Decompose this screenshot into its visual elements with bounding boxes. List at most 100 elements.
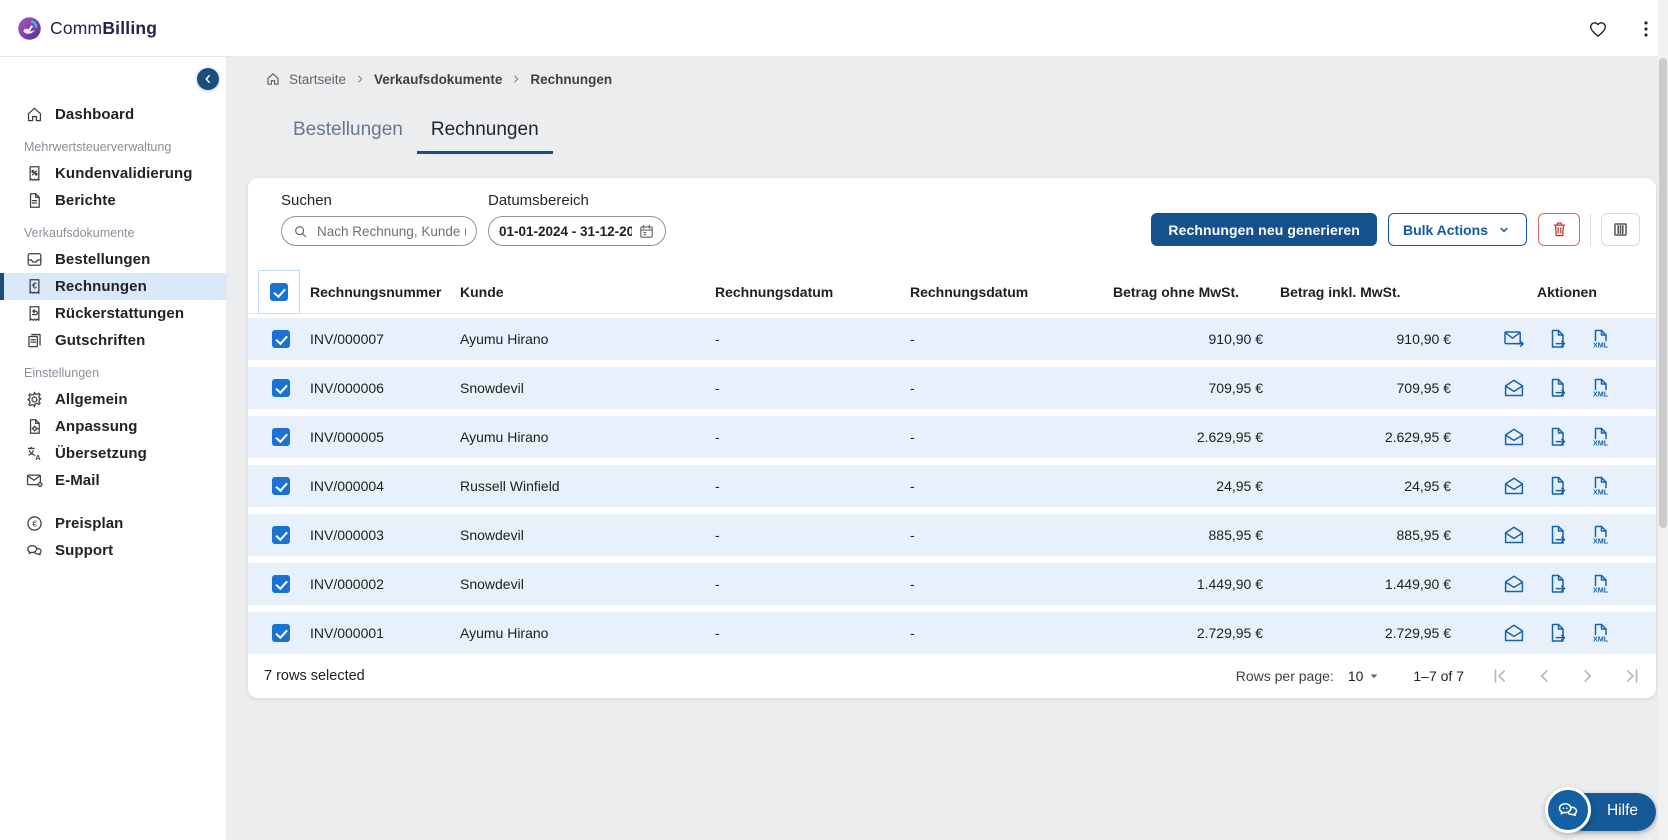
cell-customer: Russell Winfield bbox=[448, 478, 703, 494]
tabs: BestellungenRechnungen bbox=[279, 119, 553, 154]
cell-invoice-date-2: - bbox=[898, 527, 1103, 543]
breadcrumb-item-verkaufsdokumente[interactable]: Verkaufsdokumente bbox=[374, 72, 502, 87]
receipt-euro-icon: € bbox=[25, 277, 44, 296]
row-checkbox[interactable] bbox=[272, 428, 290, 446]
row-checkbox[interactable] bbox=[272, 330, 290, 348]
next-page-button[interactable] bbox=[1576, 664, 1600, 688]
download-xml-button[interactable]: XML bbox=[1588, 474, 1612, 498]
export-document-button[interactable] bbox=[1545, 474, 1569, 498]
send-mail-button[interactable] bbox=[1502, 621, 1526, 645]
cell-amount-gross: 2.729,95 € bbox=[1270, 625, 1458, 641]
export-document-button[interactable] bbox=[1545, 425, 1569, 449]
chevron-right-icon bbox=[354, 73, 366, 85]
cell-amount-net: 2.629,95 € bbox=[1103, 429, 1270, 445]
sidebar-item-e-mail[interactable]: E-Mail bbox=[0, 467, 226, 494]
page-scrollbar[interactable] bbox=[1658, 0, 1668, 840]
export-document-button[interactable] bbox=[1545, 523, 1569, 547]
row-checkbox[interactable] bbox=[272, 624, 290, 642]
regenerate-invoices-button[interactable]: Rechnungen neu generieren bbox=[1151, 213, 1377, 246]
sidebar-item-bestellungen[interactable]: Bestellungen bbox=[0, 246, 226, 273]
sidebar-item-anpassung[interactable]: Anpassung bbox=[0, 413, 226, 440]
manage-columns-button[interactable] bbox=[1601, 213, 1640, 246]
rows-per-page-select[interactable]: 10 bbox=[1348, 667, 1384, 685]
help-button[interactable]: Hilfe bbox=[1545, 791, 1656, 831]
bulk-actions-button[interactable]: Bulk Actions bbox=[1388, 213, 1527, 246]
send-mail-button[interactable] bbox=[1502, 327, 1526, 351]
first-page-button[interactable] bbox=[1488, 664, 1512, 688]
favorites-button[interactable] bbox=[1584, 15, 1612, 43]
row-checkbox[interactable] bbox=[272, 379, 290, 397]
export-document-button[interactable] bbox=[1545, 572, 1569, 596]
sidebar-item-allgemein[interactable]: Allgemein bbox=[0, 386, 226, 413]
row-checkbox[interactable] bbox=[272, 526, 290, 544]
toolbar-divider bbox=[1590, 214, 1591, 246]
breadcrumb-item-rechnungen[interactable]: Rechnungen bbox=[530, 72, 612, 87]
export-document-button[interactable] bbox=[1545, 621, 1569, 645]
xml-download-icon: XML bbox=[1588, 621, 1612, 645]
breadcrumb-separator bbox=[510, 73, 522, 85]
cell-amount-gross: 910,90 € bbox=[1270, 331, 1458, 347]
previous-page-button[interactable] bbox=[1532, 664, 1556, 688]
breadcrumb-item-startseite[interactable]: Startseite bbox=[289, 72, 346, 87]
download-xml-button[interactable]: XML bbox=[1588, 572, 1612, 596]
help-chat-icon-circle bbox=[1545, 787, 1591, 833]
send-mail-button[interactable] bbox=[1502, 425, 1526, 449]
download-xml-button[interactable]: XML bbox=[1588, 327, 1612, 351]
row-checkbox[interactable] bbox=[272, 575, 290, 593]
translate-icon: A bbox=[25, 444, 44, 463]
sidebar-item-rechnungen[interactable]: €Rechnungen bbox=[0, 273, 226, 300]
more-menu-button[interactable] bbox=[1632, 15, 1660, 43]
tab-bestellungen[interactable]: Bestellungen bbox=[279, 119, 417, 154]
send-mail-button[interactable] bbox=[1502, 523, 1526, 547]
search-input-control[interactable] bbox=[317, 224, 466, 239]
row-checkbox[interactable] bbox=[272, 477, 290, 495]
select-all-checkbox[interactable] bbox=[270, 283, 288, 301]
date-range-input-control[interactable] bbox=[499, 224, 632, 239]
cell-invoice-date-2: - bbox=[898, 478, 1103, 494]
sidebar-item-label: Übersetzung bbox=[55, 445, 147, 462]
column-header-amount-net[interactable]: Betrag ohne MwSt. bbox=[1103, 284, 1270, 300]
sidebar-item-gutschriften[interactable]: Gutschriften bbox=[0, 327, 226, 354]
send-mail-button[interactable] bbox=[1502, 572, 1526, 596]
send-mail-button[interactable] bbox=[1502, 474, 1526, 498]
table-footer: 7 rows selected Rows per page: 10 1–7 of… bbox=[248, 654, 1656, 698]
download-xml-button[interactable]: XML bbox=[1588, 425, 1612, 449]
sidebar-item-label: Allgemein bbox=[55, 391, 128, 408]
date-range-input[interactable] bbox=[488, 216, 666, 246]
scrollbar-thumb[interactable] bbox=[1659, 58, 1667, 528]
sidebar-item-berichte[interactable]: Berichte bbox=[0, 187, 226, 214]
sidebar-item-dashboard[interactable]: Dashboard bbox=[0, 101, 226, 128]
download-xml-button[interactable]: XML bbox=[1588, 621, 1612, 645]
column-header-invoice-date[interactable]: Rechnungsdatum bbox=[703, 284, 898, 300]
svg-text:XML: XML bbox=[1593, 585, 1609, 594]
delete-selected-button[interactable] bbox=[1538, 213, 1580, 246]
heart-icon bbox=[1587, 18, 1609, 40]
brand-logo[interactable]: CommBilling bbox=[16, 15, 157, 42]
download-xml-button[interactable]: XML bbox=[1588, 523, 1612, 547]
send-mail-button[interactable] bbox=[1502, 376, 1526, 400]
sidebar-collapse-button[interactable] bbox=[197, 68, 219, 90]
filter-bar: Suchen Datumsbereich Rechnun bbox=[281, 192, 1640, 246]
sidebar-item-label: Rückerstattungen bbox=[55, 305, 184, 322]
sidebar-item-uebersetzung[interactable]: A Übersetzung bbox=[0, 440, 226, 467]
last-page-button[interactable] bbox=[1620, 664, 1644, 688]
column-header-invoice-number[interactable]: Rechnungsnummer bbox=[300, 284, 448, 300]
sidebar-item-rueckerstattungen[interactable]: Rückerstattungen bbox=[0, 300, 226, 327]
export-document-button[interactable] bbox=[1545, 376, 1569, 400]
search-input[interactable] bbox=[281, 216, 477, 246]
mail-open-icon bbox=[1502, 425, 1526, 449]
svg-text:XML: XML bbox=[1593, 438, 1609, 447]
column-header-invoice-date-2[interactable]: Rechnungsdatum bbox=[898, 284, 1103, 300]
svg-text:€: € bbox=[32, 281, 37, 291]
column-header-customer[interactable]: Kunde bbox=[448, 284, 703, 300]
cell-amount-net: 24,95 € bbox=[1103, 478, 1270, 494]
sidebar-item-preisplan[interactable]: €Preisplan bbox=[0, 510, 226, 537]
cell-invoice-date: - bbox=[703, 527, 898, 543]
sidebar-item-support[interactable]: Support bbox=[0, 537, 226, 564]
cell-invoice-number: INV/000006 bbox=[300, 380, 448, 396]
column-header-amount-gross[interactable]: Betrag inkl. MwSt. bbox=[1270, 284, 1458, 300]
sidebar-item-kundenvalidierung[interactable]: Kundenvalidierung bbox=[0, 160, 226, 187]
download-xml-button[interactable]: XML bbox=[1588, 376, 1612, 400]
export-document-button[interactable] bbox=[1545, 327, 1569, 351]
tab-rechnungen[interactable]: Rechnungen bbox=[417, 119, 553, 154]
